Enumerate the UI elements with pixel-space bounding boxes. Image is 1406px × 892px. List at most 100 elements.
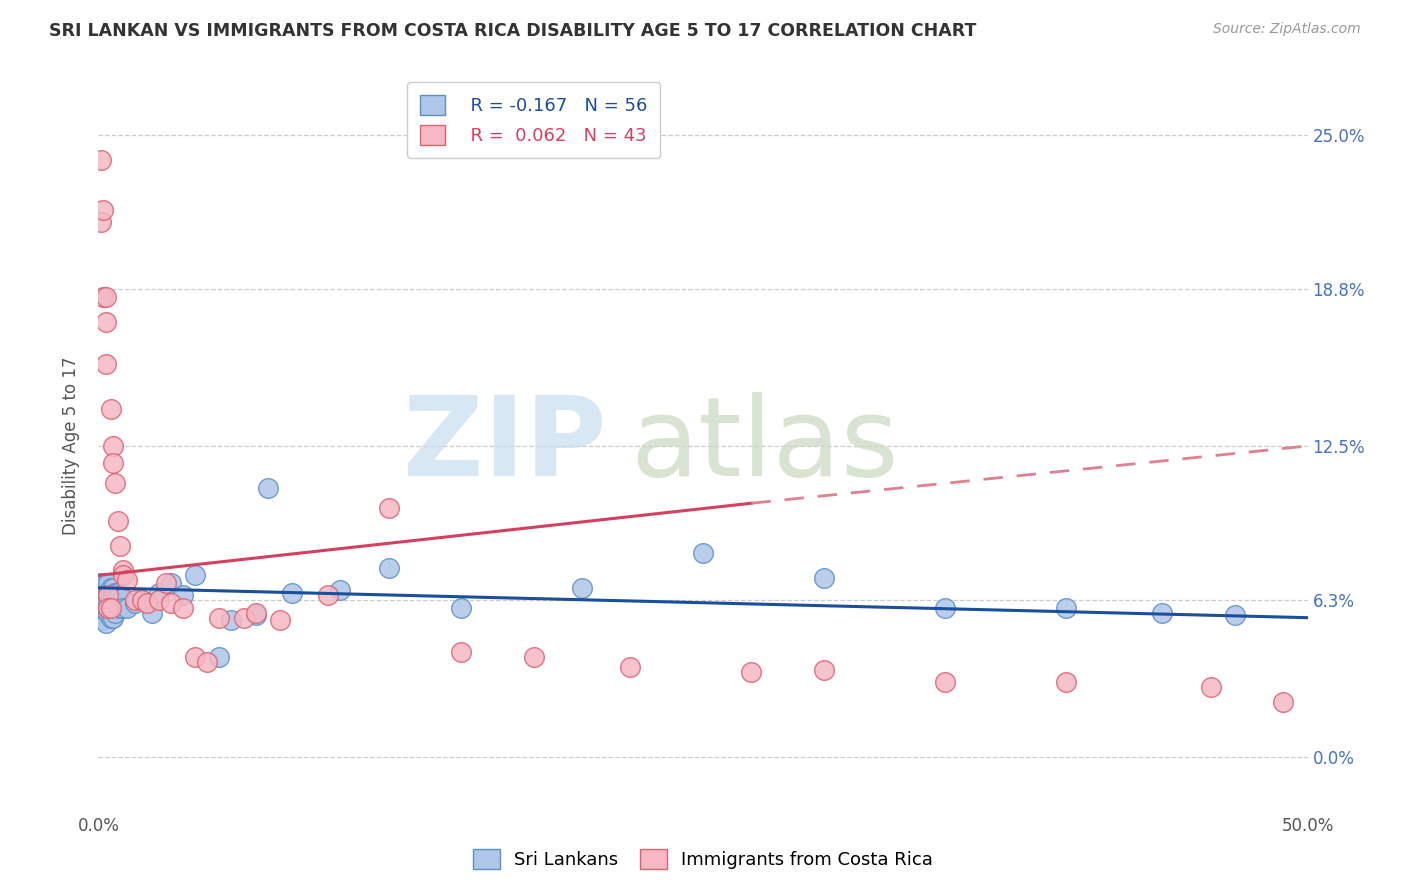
Point — [101, 439, 124, 453]
Point — [97, 588, 120, 602]
Point — [101, 610, 124, 624]
Point — [245, 608, 267, 623]
Point — [195, 656, 218, 670]
Point — [148, 593, 170, 607]
Point — [329, 583, 352, 598]
Point — [740, 665, 762, 680]
Point — [148, 586, 170, 600]
Point — [94, 596, 117, 610]
Point — [97, 575, 120, 590]
Point — [155, 575, 177, 590]
Point — [692, 546, 714, 560]
Point — [97, 600, 120, 615]
Point — [90, 575, 112, 590]
Point — [208, 650, 231, 665]
Point — [124, 593, 146, 607]
Y-axis label: Disability Age 5 to 17: Disability Age 5 to 17 — [62, 357, 80, 535]
Point — [184, 568, 207, 582]
Point — [100, 581, 122, 595]
Point — [97, 596, 120, 610]
Point — [94, 290, 117, 304]
Point — [160, 575, 183, 590]
Point — [934, 600, 956, 615]
Point — [100, 610, 122, 624]
Point — [232, 610, 254, 624]
Legend: Sri Lankans, Immigrants from Costa Rica: Sri Lankans, Immigrants from Costa Rica — [464, 839, 942, 879]
Point — [94, 606, 117, 620]
Point — [813, 663, 835, 677]
Point — [100, 600, 122, 615]
Point — [108, 588, 131, 602]
Point — [90, 215, 112, 229]
Point — [1199, 681, 1222, 695]
Point — [91, 606, 114, 620]
Legend:   R = -0.167   N = 56,   R =  0.062   N = 43: R = -0.167 N = 56, R = 0.062 N = 43 — [406, 82, 661, 158]
Point — [104, 606, 127, 620]
Point — [94, 315, 117, 329]
Point — [94, 357, 117, 371]
Point — [221, 613, 243, 627]
Point — [208, 610, 231, 624]
Text: Source: ZipAtlas.com: Source: ZipAtlas.com — [1213, 22, 1361, 37]
Point — [101, 581, 124, 595]
Point — [100, 591, 122, 605]
Text: SRI LANKAN VS IMMIGRANTS FROM COSTA RICA DISABILITY AGE 5 TO 17 CORRELATION CHAR: SRI LANKAN VS IMMIGRANTS FROM COSTA RICA… — [49, 22, 977, 40]
Text: ZIP: ZIP — [404, 392, 606, 500]
Point — [94, 586, 117, 600]
Point — [108, 539, 131, 553]
Point — [94, 575, 117, 590]
Point — [1152, 606, 1174, 620]
Point — [101, 457, 124, 471]
Point — [101, 600, 124, 615]
Point — [135, 596, 157, 610]
Point — [1272, 695, 1295, 709]
Point — [104, 596, 127, 610]
Point — [160, 596, 183, 610]
Point — [172, 588, 194, 602]
Point — [450, 645, 472, 659]
Point — [269, 613, 291, 627]
Point — [245, 606, 267, 620]
Point — [107, 596, 129, 610]
Point — [131, 593, 153, 607]
Point — [256, 481, 278, 495]
Point — [172, 600, 194, 615]
Point — [934, 675, 956, 690]
Point — [377, 561, 399, 575]
Point — [141, 606, 163, 620]
Point — [281, 586, 304, 600]
Point — [111, 563, 134, 577]
Point — [1223, 608, 1246, 623]
Point — [91, 593, 114, 607]
Point — [91, 290, 114, 304]
Point — [104, 476, 127, 491]
Point — [91, 581, 114, 595]
Point — [1054, 600, 1077, 615]
Point — [107, 586, 129, 600]
Point — [91, 202, 114, 217]
Point — [117, 574, 139, 588]
Point — [90, 153, 112, 167]
Point — [124, 596, 146, 610]
Point — [619, 660, 641, 674]
Point — [104, 586, 127, 600]
Point — [813, 571, 835, 585]
Point — [107, 514, 129, 528]
Text: atlas: atlas — [630, 392, 898, 500]
Point — [316, 588, 339, 602]
Point — [377, 501, 399, 516]
Point — [100, 401, 122, 416]
Point — [101, 591, 124, 605]
Point — [91, 613, 114, 627]
Point — [90, 600, 112, 615]
Point — [117, 600, 139, 615]
Point — [571, 581, 593, 595]
Point — [450, 600, 472, 615]
Point — [111, 568, 134, 582]
Point — [97, 586, 120, 600]
Point — [111, 591, 134, 605]
Point — [184, 650, 207, 665]
Point — [97, 606, 120, 620]
Point — [523, 650, 546, 665]
Point — [111, 600, 134, 615]
